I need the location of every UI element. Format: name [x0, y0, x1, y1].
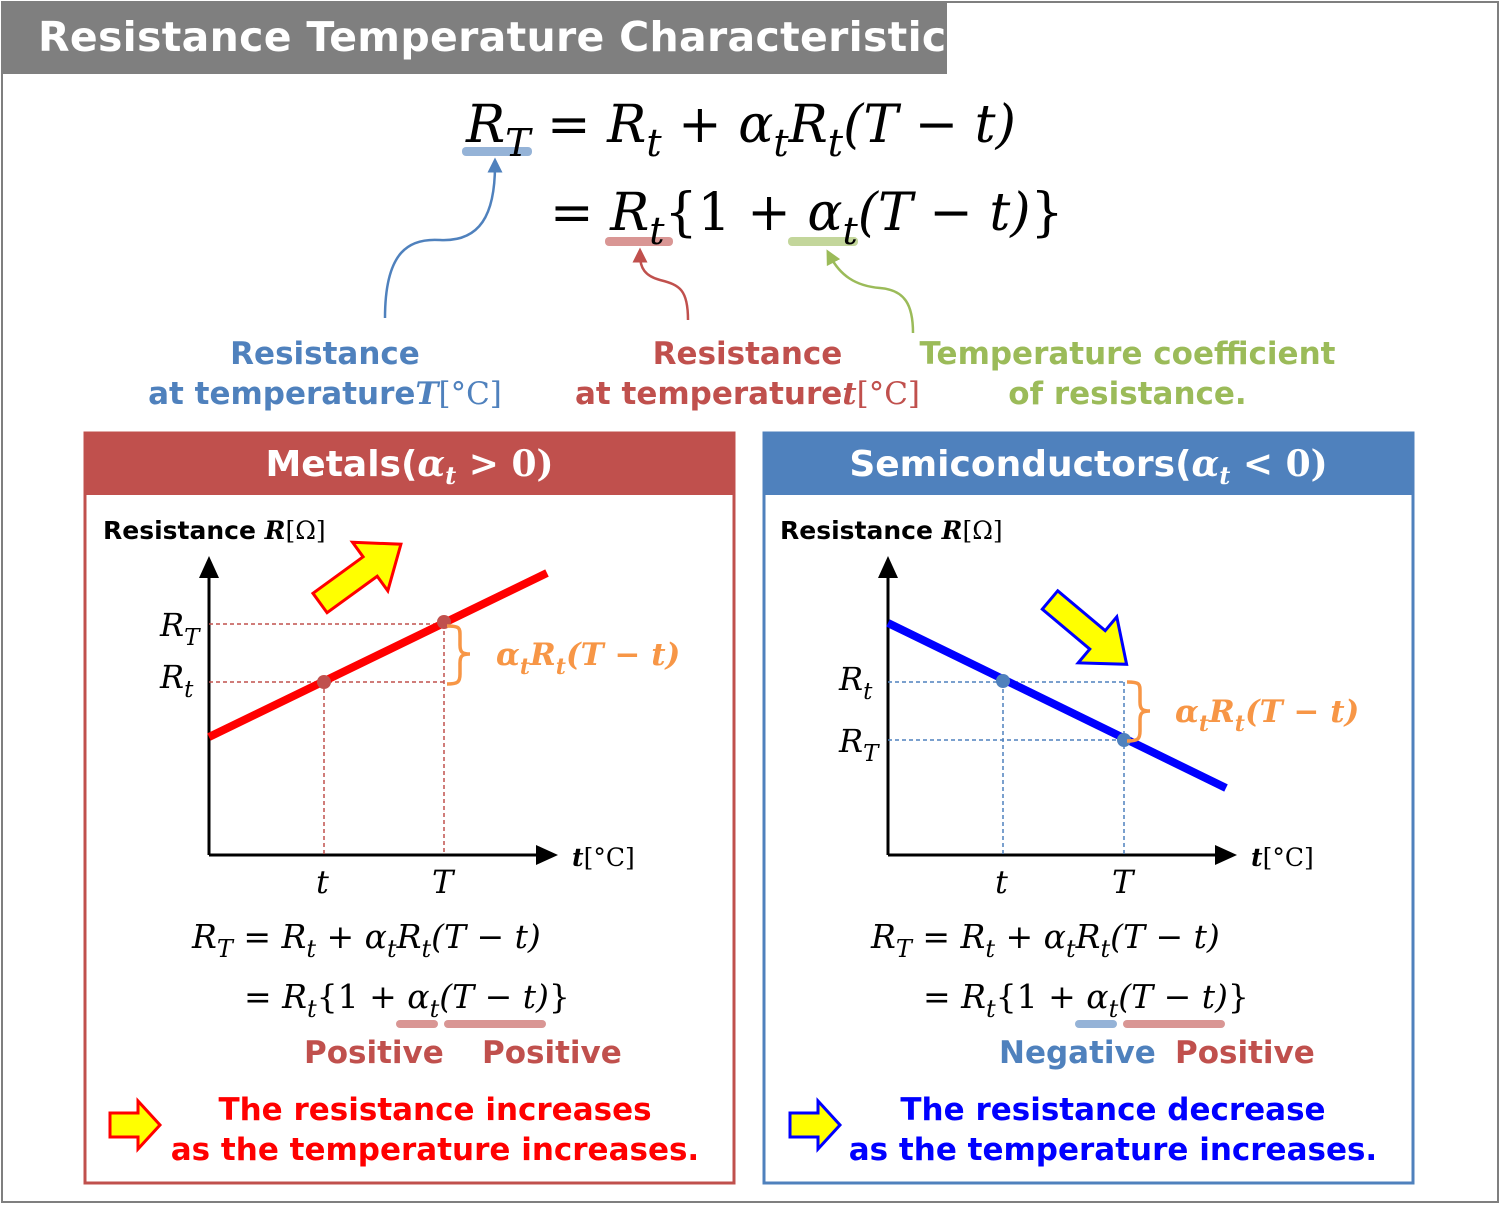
semi-formula: RT = Rt + αtRt(T − t) = Rt{1 + αt(T − t)…	[870, 917, 1249, 1023]
main-formula-line1: RT = Rt + αtRt(T − t)	[465, 95, 1016, 165]
metals-conclusion-line1: The resistance increases	[218, 1092, 652, 1128]
metals-sign-bar-alpha	[396, 1020, 438, 1028]
metals-tick-RT: RT	[159, 606, 201, 651]
highlight-Rt	[605, 237, 673, 246]
semi-y-axis-arrowhead	[878, 556, 898, 578]
semi-y-axis-title: Resistance R[Ω]	[780, 516, 1003, 545]
metals-panel-header-bg	[85, 433, 734, 495]
connector-arrow-RT	[383, 157, 503, 319]
semi-point-t	[996, 674, 1010, 688]
semi-formula-line1: RT = Rt + αtRt(T − t)	[870, 917, 1220, 963]
metals-tick-t: t	[316, 863, 329, 901]
semi-x-axis-title: t[°C]	[1251, 843, 1314, 872]
semi-conclusion-line2: as the temperature increases.	[848, 1132, 1378, 1168]
semi-panel-border	[762, 431, 1415, 1185]
semi-sign-bar-diff	[1123, 1020, 1225, 1028]
label-resistance-at-T: Resistance at temperatureT[°C]	[130, 334, 520, 414]
metals-point-t	[317, 675, 331, 689]
semi-tick-Rt: Rt	[838, 660, 873, 705]
semi-conclusion: The resistance decrease as the temperatu…	[843, 1090, 1383, 1170]
semi-tick-T: T	[1112, 863, 1136, 901]
semi-sign-alpha: Negative	[999, 1035, 1156, 1071]
semi-tick-t: t	[995, 863, 1008, 901]
semi-tick-RT: RT	[838, 722, 880, 767]
semi-point-T	[1117, 733, 1131, 747]
main-formula: RT = Rt + αtRt(T − t) = Rt{1 + αt(T − t)…	[383, 95, 1064, 334]
semi-x-axis-arrowhead	[1215, 845, 1237, 865]
semi-resistance-line	[886, 619, 1228, 792]
metals-bracket	[446, 624, 471, 686]
label-resistance-at-T-line1: Resistance	[230, 336, 420, 372]
metals-heading: Metals(αt > 0)	[265, 443, 554, 491]
metals-bracket-label: αtRt(T − t)	[496, 637, 680, 680]
metals-y-axis-arrowhead	[199, 556, 219, 578]
label-coefficient-line2: of resistance.	[1008, 376, 1247, 412]
semi-sign-diff: Positive	[1175, 1035, 1315, 1071]
metals-tick-Rt: Rt	[159, 658, 194, 703]
semi-bracket	[1126, 680, 1151, 743]
label-resistance-at-t: Resistance at temperaturet[°C]	[555, 334, 940, 414]
metals-formula-line1: RT = Rt + αtRt(T − t)	[191, 917, 541, 963]
page-title: Resistance Temperature Characteristics	[38, 13, 972, 61]
metals-formula-line2: = Rt{1 + αt(T − t)}	[244, 977, 570, 1023]
semi-heading: Semiconductors(αt < 0)	[849, 443, 1328, 491]
metals-panel-border	[83, 431, 736, 1185]
metals-panel	[83, 431, 736, 1185]
connector-arrow-Rt	[632, 247, 690, 321]
metals-conclusion: The resistance increases as the temperat…	[165, 1090, 705, 1170]
metals-x-axis-title: t[°C]	[572, 843, 635, 872]
semi-panel	[762, 431, 1415, 1185]
semi-conclusion-arrow-icon	[788, 1097, 843, 1153]
label-resistance-at-T-line2: at temperatureT[°C]	[148, 376, 502, 412]
semi-sign-bar-alpha	[1075, 1020, 1117, 1028]
metals-trend-arrow	[310, 540, 403, 615]
semi-panel-header-bg	[764, 433, 1413, 495]
metals-x-axis-arrowhead	[536, 845, 558, 865]
metals-tick-T: T	[432, 863, 456, 901]
metals-sign-diff: Positive	[482, 1035, 622, 1071]
label-resistance-at-t-line2: at temperaturet[°C]	[574, 376, 921, 412]
semi-trend-arrow	[1040, 588, 1129, 666]
label-resistance-at-t-line1: Resistance	[652, 336, 843, 372]
metals-conclusion-line2: as the temperature increases.	[170, 1132, 700, 1168]
highlight-RT	[462, 147, 532, 156]
metals-resistance-line	[207, 569, 549, 741]
connector-arrow-alpha	[826, 249, 915, 334]
highlight-alpha	[788, 237, 858, 246]
metals-sign-alpha: Positive	[304, 1035, 444, 1071]
semi-formula-line2: = Rt{1 + αt(T − t)}	[923, 977, 1249, 1023]
metals-conclusion-arrow-icon	[108, 1097, 163, 1153]
title-bar: Resistance Temperature Characteristics	[1, 1, 971, 74]
semi-bracket-label: αtRt(T − t)	[1175, 694, 1359, 737]
label-temperature-coefficient: Temperature coefficient of resistance.	[905, 334, 1350, 414]
semi-conclusion-line1: The resistance decrease	[900, 1092, 1326, 1128]
metals-y-axis-title: Resistance R[Ω]	[103, 516, 326, 545]
metals-sign-bar-diff	[444, 1020, 546, 1028]
metals-formula: RT = Rt + αtRt(T − t) = Rt{1 + αt(T − t)…	[191, 917, 570, 1023]
main-formula-line2: = Rt{1 + αt(T − t)}	[550, 183, 1064, 253]
label-coefficient-line1: Temperature coefficient	[919, 336, 1336, 372]
